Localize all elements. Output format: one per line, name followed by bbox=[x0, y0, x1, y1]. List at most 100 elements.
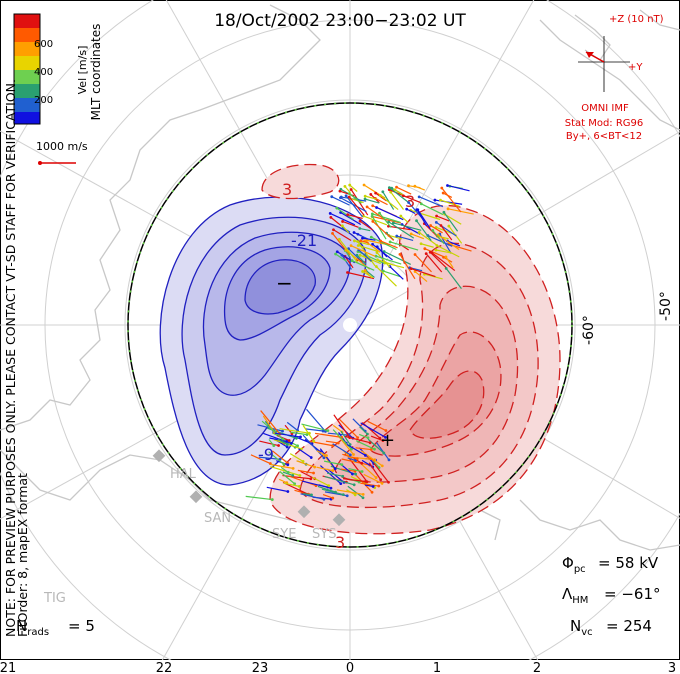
velocity-vector-origin bbox=[361, 496, 365, 500]
velocity-vector bbox=[363, 473, 383, 484]
velocity-vector bbox=[305, 428, 324, 432]
velocity-vector-origin bbox=[429, 224, 433, 227]
phi-pc-symbol: Φpc bbox=[562, 554, 586, 575]
velocity-vector-origin bbox=[389, 190, 393, 194]
velocity-vector bbox=[383, 250, 412, 266]
n-rads-value: = 5 bbox=[68, 617, 95, 635]
velocity-vector bbox=[375, 255, 402, 265]
velocity-vector-origin bbox=[336, 441, 340, 445]
velocity-vector bbox=[356, 254, 367, 265]
velocity-vector-origin bbox=[321, 429, 325, 433]
velocity-vector bbox=[358, 249, 373, 262]
velocity-vector-origin bbox=[356, 244, 360, 247]
lambda-hm-value: = −61° bbox=[604, 585, 661, 603]
velocity-vector bbox=[272, 450, 289, 464]
velocity-vector-origin bbox=[281, 437, 285, 441]
velocity-vector-origin bbox=[419, 242, 423, 246]
velocity-vector-origin bbox=[387, 480, 390, 484]
velocity-vector-origin bbox=[399, 214, 403, 218]
velocity-vector-origin bbox=[435, 244, 439, 247]
positive-potential-cell bbox=[261, 163, 561, 535]
velocity-vector bbox=[341, 254, 352, 270]
velocity-vector bbox=[359, 254, 381, 265]
velocity-vector-origin bbox=[335, 250, 339, 254]
velocity-vector bbox=[347, 214, 363, 220]
velocity-vector-origin bbox=[331, 444, 334, 448]
velocity-vector-origin bbox=[291, 474, 295, 477]
velocity-vector bbox=[338, 418, 359, 439]
velocity-vector bbox=[416, 220, 432, 242]
velocity-vector-origin bbox=[296, 444, 299, 448]
plot-title: 18/Oct/2002 23:00−23:02 UT bbox=[214, 11, 466, 31]
velocity-vector-origin bbox=[415, 208, 419, 212]
velocity-vector-origin bbox=[344, 194, 348, 198]
velocity-vector bbox=[282, 481, 311, 496]
velocity-vector bbox=[250, 454, 271, 465]
velocity-vector bbox=[327, 472, 343, 477]
velocity-vector bbox=[340, 211, 362, 226]
velocity-vector-origin bbox=[375, 251, 379, 254]
velocity-vector bbox=[424, 248, 445, 258]
colorbar-tick-400: 400 bbox=[34, 67, 53, 78]
velocity-vector-origin bbox=[442, 210, 446, 214]
velocity-vector bbox=[357, 241, 376, 267]
velocity-vector-origin bbox=[428, 250, 432, 254]
velocity-vector bbox=[353, 473, 373, 493]
mlt-tick-1: 1 bbox=[433, 661, 441, 674]
velocity-vector-origin bbox=[387, 188, 391, 192]
velocity-vector bbox=[388, 225, 411, 231]
velocity-vector-origin bbox=[340, 253, 344, 257]
velocity-vector-origin bbox=[331, 469, 335, 473]
velocity-vector bbox=[379, 194, 399, 211]
velocity-vector bbox=[418, 196, 444, 208]
preview-note: NOTE: FOR PREVIEW PURPOSES ONLY. PLEASE … bbox=[3, 79, 18, 637]
velocity-vector-origin bbox=[368, 441, 372, 445]
velocity-vector-origin bbox=[355, 253, 359, 257]
velocity-vector-origin bbox=[327, 484, 331, 488]
velocity-vector bbox=[351, 260, 375, 271]
velocity-vector-origin bbox=[409, 267, 413, 271]
velocity-vector-origin bbox=[371, 242, 374, 246]
velocity-vector-origin bbox=[299, 435, 302, 439]
velocity-vector-origin bbox=[447, 224, 451, 228]
velocity-vector bbox=[344, 435, 371, 444]
imf-condition-label: By+, 6<BT<12 bbox=[566, 131, 642, 142]
velocity-vector bbox=[261, 420, 284, 440]
n-rads-symbol: Nrads bbox=[16, 617, 49, 638]
velocity-vector bbox=[298, 448, 312, 459]
velocity-vector bbox=[372, 213, 401, 223]
latitude-label-60: -60° bbox=[581, 315, 597, 345]
velocity-vector bbox=[445, 256, 454, 269]
velocity-vector-origin bbox=[335, 206, 339, 210]
velocity-vector-origin bbox=[374, 254, 378, 258]
station-label-sye: SYE bbox=[272, 527, 296, 542]
velocity-vector bbox=[336, 207, 354, 220]
velocity-vector bbox=[274, 432, 301, 438]
velocity-vector bbox=[365, 269, 375, 278]
velocity-vector bbox=[316, 466, 333, 472]
velocity-vector-origin bbox=[348, 453, 352, 457]
velocity-vector-origin bbox=[339, 195, 343, 199]
velocity-vector bbox=[348, 248, 366, 266]
velocity-vector-origin bbox=[393, 188, 397, 192]
velocity-vector bbox=[296, 460, 315, 468]
velocity-vector-origin bbox=[380, 482, 384, 485]
velocity-vector-origin bbox=[369, 193, 373, 196]
velocity-vector-origin bbox=[285, 443, 289, 447]
velocity-vector bbox=[301, 423, 329, 432]
velocity-vector bbox=[335, 253, 348, 263]
velocity-vector bbox=[344, 256, 354, 269]
velocity-vector-origin bbox=[285, 445, 289, 449]
velocity-vector-origin bbox=[332, 228, 335, 232]
velocity-vector bbox=[436, 215, 450, 222]
velocity-vector bbox=[331, 196, 350, 206]
velocity-vector-origin bbox=[395, 234, 399, 238]
velocity-vector bbox=[390, 191, 404, 210]
velocity-vector-origin bbox=[338, 237, 341, 241]
velocity-vector bbox=[353, 457, 363, 464]
velocity-vector-origin bbox=[272, 444, 276, 448]
imf-y-label: +Y bbox=[628, 62, 643, 73]
velocity-vector-origin bbox=[330, 195, 334, 199]
velocity-vector bbox=[277, 438, 288, 446]
velocity-vector-origin bbox=[322, 456, 326, 460]
